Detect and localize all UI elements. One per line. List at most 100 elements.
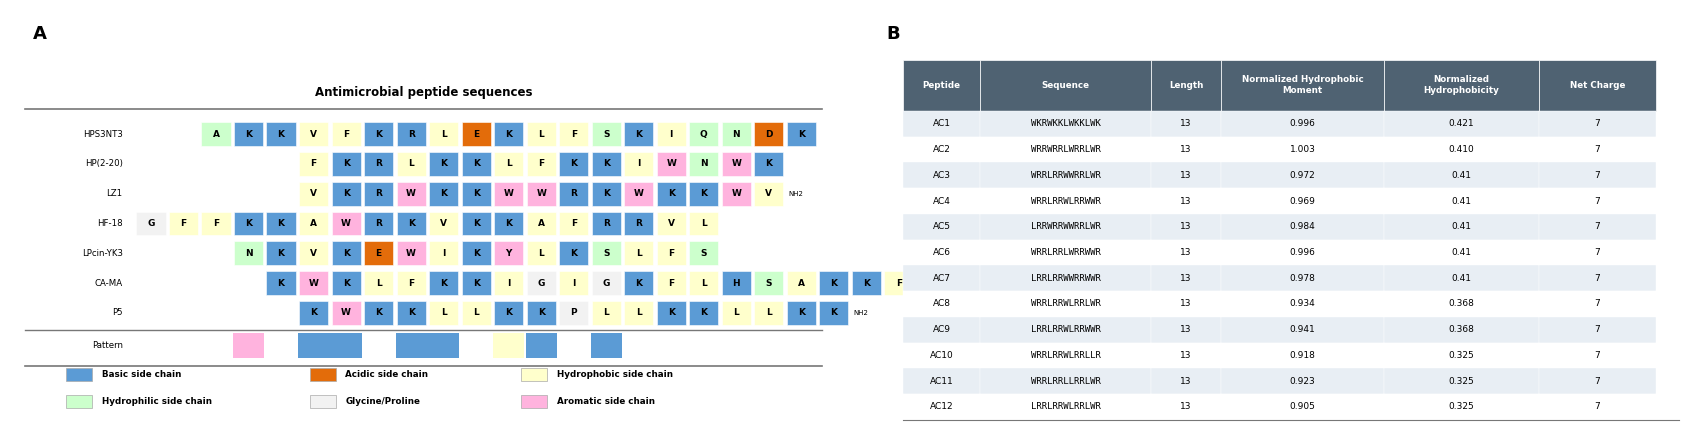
Text: K: K [668,189,675,198]
FancyBboxPatch shape [688,212,719,235]
Text: B: B [887,25,901,43]
FancyBboxPatch shape [299,122,328,146]
FancyBboxPatch shape [688,242,719,265]
FancyBboxPatch shape [981,317,1151,343]
Text: E: E [376,249,382,258]
FancyBboxPatch shape [559,212,588,235]
Text: V: V [765,189,772,198]
FancyBboxPatch shape [364,301,393,325]
Text: L: L [700,219,707,228]
Text: Normalized Hydrophobic
Moment: Normalized Hydrophobic Moment [1241,75,1363,95]
Text: R: R [570,189,576,198]
Text: 13: 13 [1180,351,1192,360]
Text: I: I [571,279,575,288]
FancyBboxPatch shape [721,182,751,206]
FancyBboxPatch shape [903,163,981,188]
Text: I: I [670,129,673,138]
Text: LRRLRRWLRRWWR: LRRLRRWLRRWWR [1030,325,1100,334]
FancyBboxPatch shape [364,271,393,295]
Text: F: F [571,129,576,138]
FancyBboxPatch shape [592,301,620,325]
Text: Acidic side chain: Acidic side chain [345,370,428,379]
FancyBboxPatch shape [656,301,685,325]
Text: L: L [376,279,381,288]
Text: K: K [245,129,252,138]
FancyBboxPatch shape [755,271,784,295]
FancyBboxPatch shape [559,242,588,265]
Text: V: V [440,219,447,228]
Text: 13: 13 [1180,119,1192,128]
Text: L: L [539,249,544,258]
Text: L: L [408,160,415,168]
Text: A: A [309,219,318,228]
FancyBboxPatch shape [981,291,1151,317]
Text: W: W [342,219,352,228]
FancyBboxPatch shape [592,182,620,206]
Text: AC6: AC6 [933,248,950,257]
Text: L: L [767,308,772,317]
Text: CA-MA: CA-MA [95,279,122,288]
FancyBboxPatch shape [981,214,1151,240]
FancyBboxPatch shape [1151,60,1221,111]
FancyBboxPatch shape [755,182,784,206]
Text: I: I [442,249,445,258]
Text: W: W [731,189,741,198]
Text: H: H [733,279,740,288]
Text: 13: 13 [1180,171,1192,180]
FancyBboxPatch shape [624,152,653,176]
Text: 0.325: 0.325 [1448,402,1474,412]
Text: K: K [604,160,610,168]
Text: L: L [440,308,447,317]
Text: 13: 13 [1180,299,1192,308]
FancyBboxPatch shape [495,152,524,176]
FancyBboxPatch shape [299,242,328,265]
Text: W: W [503,189,513,198]
Text: R: R [376,189,382,198]
FancyBboxPatch shape [267,212,296,235]
FancyBboxPatch shape [461,152,491,176]
Text: 0.368: 0.368 [1448,325,1474,334]
FancyBboxPatch shape [461,242,491,265]
FancyBboxPatch shape [66,368,92,381]
Text: 0.41: 0.41 [1452,171,1472,180]
FancyBboxPatch shape [1221,368,1384,394]
FancyBboxPatch shape [527,301,556,325]
Text: WRRLRRLLRRLWR: WRRLRRLLRRLWR [1030,377,1100,386]
Text: F: F [668,279,675,288]
Text: L: L [604,308,609,317]
FancyBboxPatch shape [527,152,556,176]
FancyBboxPatch shape [461,301,491,325]
Text: L: L [507,160,512,168]
FancyBboxPatch shape [1538,111,1656,137]
Text: 0.996: 0.996 [1290,119,1316,128]
FancyBboxPatch shape [461,182,491,206]
FancyBboxPatch shape [1538,137,1656,163]
Text: N: N [245,249,252,258]
Text: 0.421: 0.421 [1448,119,1474,128]
Text: WRRWRRLWRRLWR: WRRWRRLWRRLWR [1030,145,1100,154]
Text: E: E [473,129,479,138]
Text: W: W [536,189,546,198]
Text: AC7: AC7 [933,274,950,283]
Text: LRRLRRWWRRWWR: LRRLRRWWRRWWR [1030,274,1100,283]
FancyBboxPatch shape [495,122,524,146]
FancyBboxPatch shape [755,122,784,146]
FancyBboxPatch shape [520,368,547,381]
FancyBboxPatch shape [428,152,459,176]
Text: 0.934: 0.934 [1290,299,1316,308]
FancyBboxPatch shape [592,152,620,176]
Text: K: K [277,129,284,138]
FancyBboxPatch shape [1538,188,1656,214]
FancyBboxPatch shape [903,137,981,163]
Text: 0.41: 0.41 [1452,274,1472,283]
FancyBboxPatch shape [981,343,1151,368]
FancyBboxPatch shape [1538,317,1656,343]
FancyBboxPatch shape [1384,214,1538,240]
FancyBboxPatch shape [981,265,1151,291]
FancyBboxPatch shape [656,182,685,206]
Text: 7: 7 [1595,145,1600,154]
Text: V: V [309,249,318,258]
Text: 0.978: 0.978 [1290,274,1316,283]
Text: NH2: NH2 [789,190,802,197]
Text: K: K [570,249,578,258]
